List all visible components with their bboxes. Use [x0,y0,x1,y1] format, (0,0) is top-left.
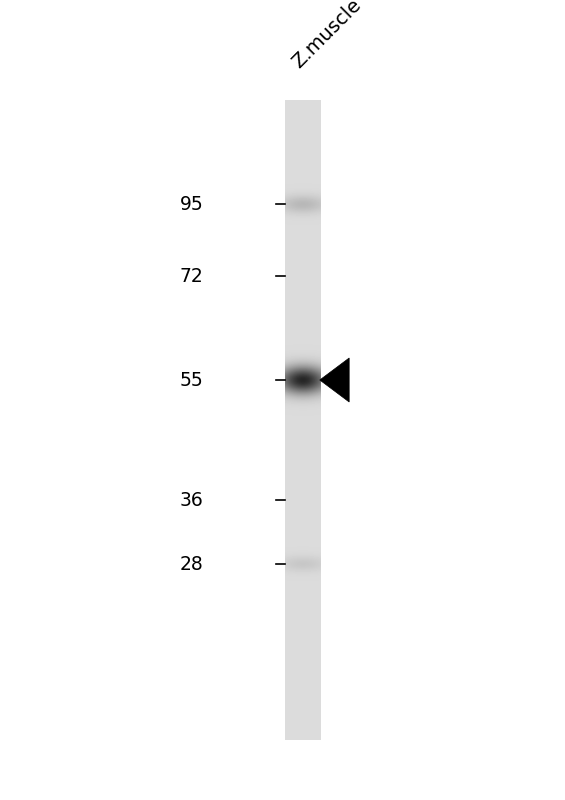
Text: 36: 36 [180,490,203,510]
Text: Z.muscle: Z.muscle [289,0,366,72]
Text: 95: 95 [180,194,203,214]
Text: 28: 28 [180,554,203,574]
Text: 55: 55 [180,370,203,390]
Text: 72: 72 [180,266,203,286]
Polygon shape [320,358,349,402]
